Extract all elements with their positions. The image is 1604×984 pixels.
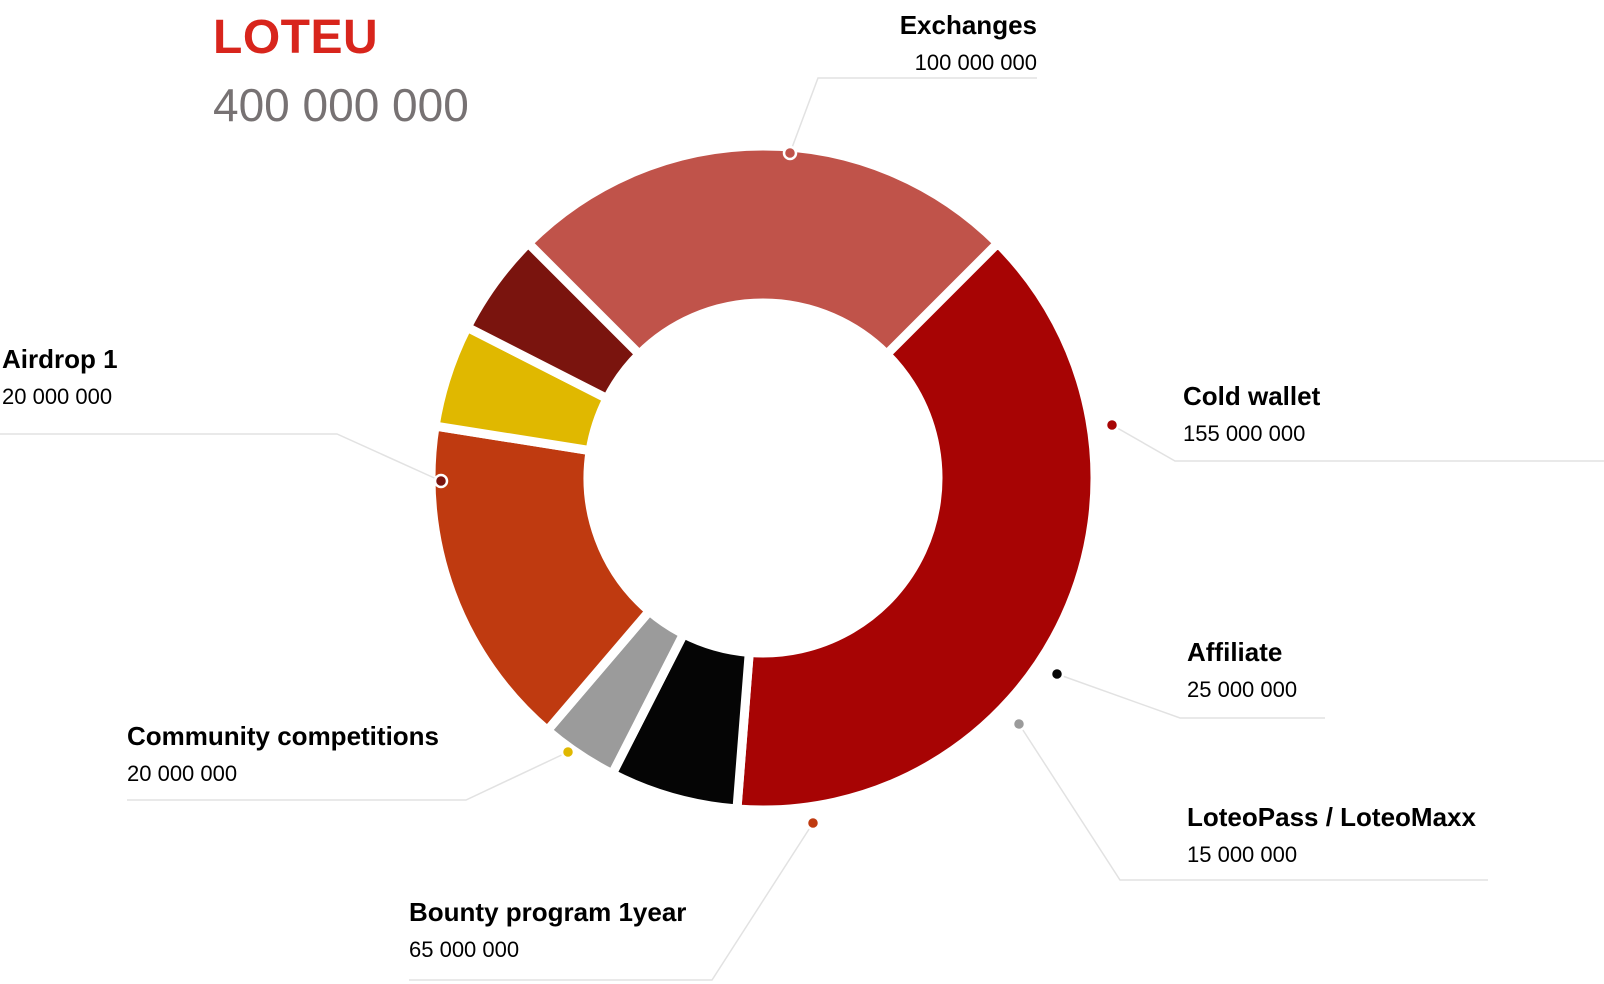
value-bounty-program-1year: 65 000 000 [409, 937, 519, 962]
leader-line-airdrop-1 [0, 433, 442, 482]
value-loteopass-loteomaxx: 15 000 000 [1187, 842, 1297, 867]
marker-loteopass-loteomaxx [1011, 716, 1027, 732]
value-exchanges: 100 000 000 [915, 50, 1037, 75]
leader-line-community-competitions [127, 751, 569, 801]
leader-line-bounty-program-1year [409, 822, 814, 981]
label-loteopass-loteomaxx: LoteoPass / LoteoMaxx [1187, 802, 1476, 832]
marker-affiliate [1049, 666, 1065, 682]
slice-exchanges [521, 141, 1005, 361]
chart-title: LOTEU [213, 11, 379, 64]
donut-slices [426, 141, 1100, 815]
leader-line-affiliate [1056, 673, 1325, 719]
marker-community-competitions [560, 744, 576, 760]
leader-lines [0, 77, 1604, 981]
value-affiliate: 25 000 000 [1187, 677, 1297, 702]
leader-line-cold-wallet [1111, 424, 1604, 462]
value-airdrop-1: 20 000 000 [2, 384, 112, 409]
slice-cold-wallet [732, 236, 1100, 815]
marker-airdrop-1 [433, 473, 449, 489]
label-cold-wallet: Cold wallet [1183, 381, 1321, 411]
value-community-competitions: 20 000 000 [127, 761, 237, 786]
marker-bounty-program-1year [805, 815, 821, 831]
label-community-competitions: Community competitions [127, 721, 439, 751]
value-cold-wallet: 155 000 000 [1183, 421, 1305, 446]
label-exchanges: Exchanges [900, 10, 1037, 40]
slice-bounty-program-1year [426, 420, 656, 737]
leader-line-loteopass-loteomaxx [1018, 723, 1488, 881]
leader-line-exchanges [789, 77, 1037, 154]
chart-total: 400 000 000 [213, 79, 469, 131]
label-affiliate: Affiliate [1187, 637, 1282, 667]
marker-cold-wallet [1104, 417, 1120, 433]
label-bounty-program-1year: Bounty program 1year [409, 897, 686, 927]
marker-exchanges [782, 145, 798, 161]
slice-airdrop-1 [461, 236, 646, 405]
label-airdrop-1: Airdrop 1 [2, 344, 118, 374]
slice-labels: Exchanges 100 000 000 Cold wallet 155 000 0… [2, 10, 1476, 962]
